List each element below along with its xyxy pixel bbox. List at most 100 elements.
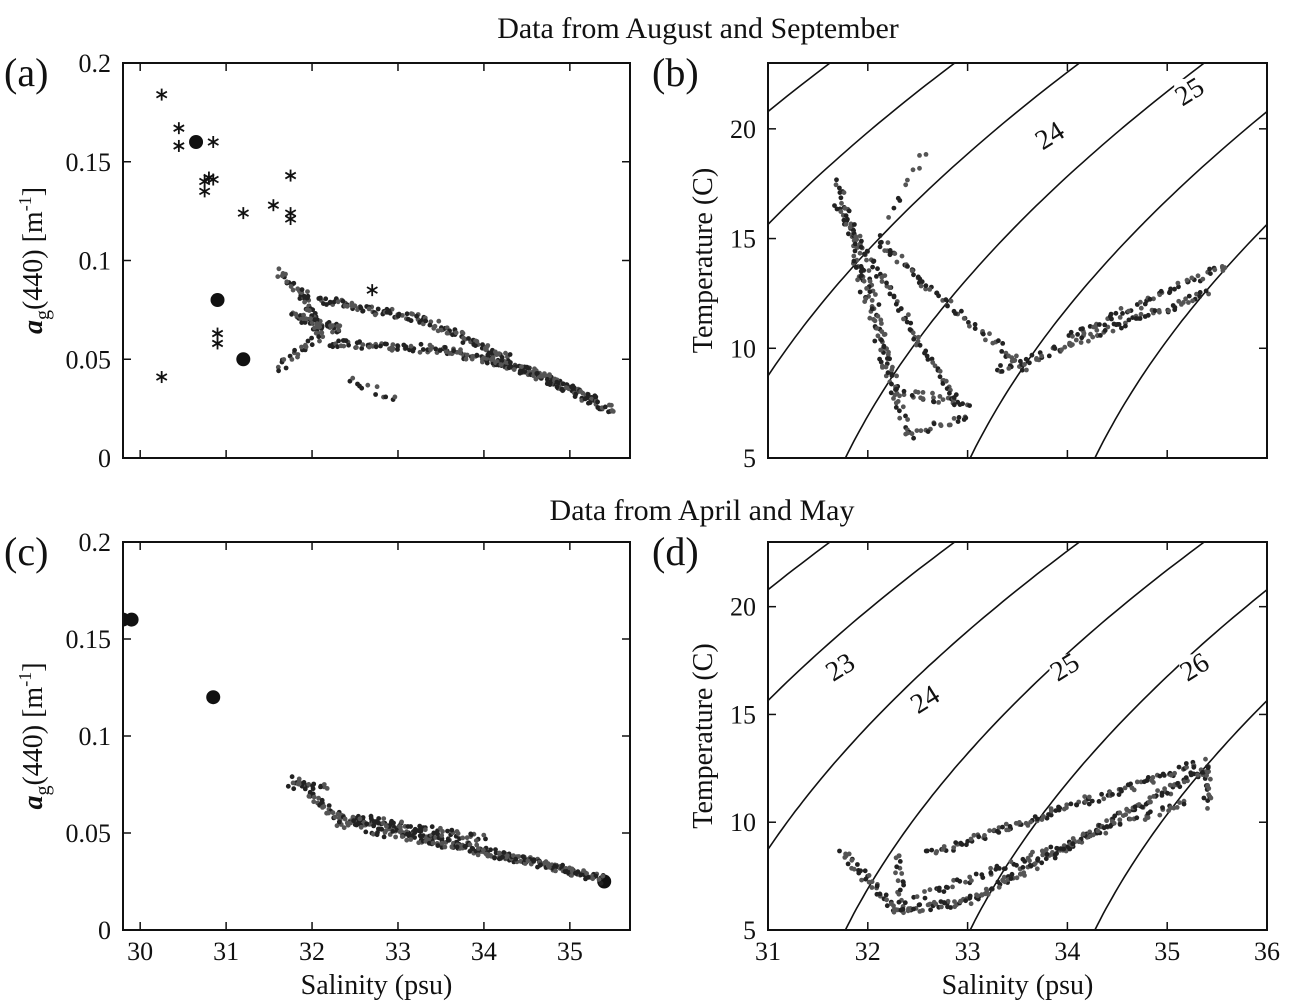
data-point — [859, 273, 864, 278]
data-point — [534, 371, 540, 376]
panel-letter: (a) — [4, 50, 48, 95]
data-point — [947, 390, 952, 396]
data-point — [914, 428, 920, 433]
data-point — [306, 793, 312, 799]
data-point — [586, 875, 591, 880]
data-point — [507, 352, 513, 357]
data-point — [1128, 781, 1133, 787]
data-point — [996, 825, 1002, 830]
data-point — [347, 378, 353, 384]
data-point — [1126, 308, 1131, 314]
data-point — [874, 274, 879, 279]
data-point — [575, 869, 581, 875]
data-point — [1000, 341, 1006, 346]
data-point — [852, 248, 858, 254]
data-point — [1134, 815, 1140, 821]
data-point — [587, 400, 593, 406]
data-point — [1123, 323, 1128, 329]
data-point — [866, 268, 872, 273]
data-point — [525, 365, 531, 371]
data-point — [1081, 331, 1087, 336]
panel-letter: (c) — [4, 529, 48, 574]
data-point — [891, 396, 896, 401]
data-point — [457, 350, 463, 356]
data-point — [316, 334, 322, 340]
data-markers — [156, 88, 616, 415]
data-point — [1035, 816, 1040, 822]
data-point — [503, 350, 508, 356]
data-point — [470, 846, 476, 852]
data-point-circle — [236, 352, 251, 367]
data-point — [350, 375, 356, 381]
contour-label: 26 — [1175, 647, 1215, 688]
data-point — [1095, 828, 1101, 834]
y-tick-label: 0.2 — [79, 528, 112, 557]
data-point — [437, 348, 443, 353]
data-point — [1138, 305, 1144, 311]
data-point — [877, 240, 883, 246]
x-tick-label: 33 — [385, 937, 411, 966]
data-point — [879, 321, 884, 326]
data-point — [887, 248, 893, 253]
data-point — [602, 404, 608, 410]
data-point — [414, 313, 419, 319]
data-point — [920, 390, 926, 395]
data-point — [1147, 296, 1153, 302]
data-point — [306, 782, 312, 787]
data-point-asterisk — [207, 173, 219, 186]
data-point — [1176, 284, 1181, 290]
data-point — [889, 367, 895, 373]
data-point — [846, 231, 851, 237]
data-point — [1053, 808, 1059, 813]
contour-line — [768, 63, 832, 113]
data-point — [1160, 805, 1165, 810]
data-point — [1028, 819, 1033, 825]
data-point — [1080, 326, 1085, 331]
data-point — [1148, 809, 1153, 815]
data-point — [309, 335, 314, 341]
data-point — [880, 365, 885, 370]
data-point — [959, 842, 965, 847]
data-point — [994, 828, 1000, 834]
data-point — [1054, 845, 1060, 851]
data-point — [1157, 812, 1163, 818]
data-point — [444, 330, 450, 336]
data-point — [855, 277, 860, 283]
data-point — [897, 393, 902, 399]
data-point — [305, 295, 310, 301]
data-point — [1012, 357, 1018, 363]
data-point — [288, 284, 294, 289]
panel-letter: (b) — [652, 50, 699, 95]
data-point — [1138, 299, 1143, 305]
data-point — [1046, 812, 1051, 817]
data-point — [957, 878, 963, 884]
data-point — [346, 342, 351, 348]
data-point — [323, 296, 329, 302]
data-point — [980, 875, 986, 880]
data-point — [897, 198, 903, 203]
data-point — [927, 287, 933, 292]
data-point — [1145, 312, 1151, 318]
data-point — [837, 185, 842, 191]
data-point — [1076, 839, 1082, 845]
data-point — [834, 177, 839, 183]
data-point — [1208, 776, 1213, 782]
data-point — [1201, 795, 1207, 801]
data-point — [967, 323, 972, 329]
data-point — [439, 833, 445, 838]
data-point — [907, 327, 913, 332]
data-point — [903, 182, 909, 188]
data-point — [1082, 794, 1088, 799]
y-tick-label: 0 — [98, 444, 111, 473]
plot-frame — [122, 62, 631, 459]
data-point — [609, 408, 615, 413]
data-point — [375, 820, 381, 826]
x-tick-label: 34 — [1054, 937, 1080, 966]
data-point — [901, 392, 907, 398]
data-point — [1172, 286, 1177, 292]
data-point — [841, 190, 847, 196]
data-point — [851, 253, 857, 259]
data-point — [1067, 846, 1073, 852]
y-tick-label: 0.15 — [66, 148, 112, 177]
data-point — [899, 871, 905, 876]
